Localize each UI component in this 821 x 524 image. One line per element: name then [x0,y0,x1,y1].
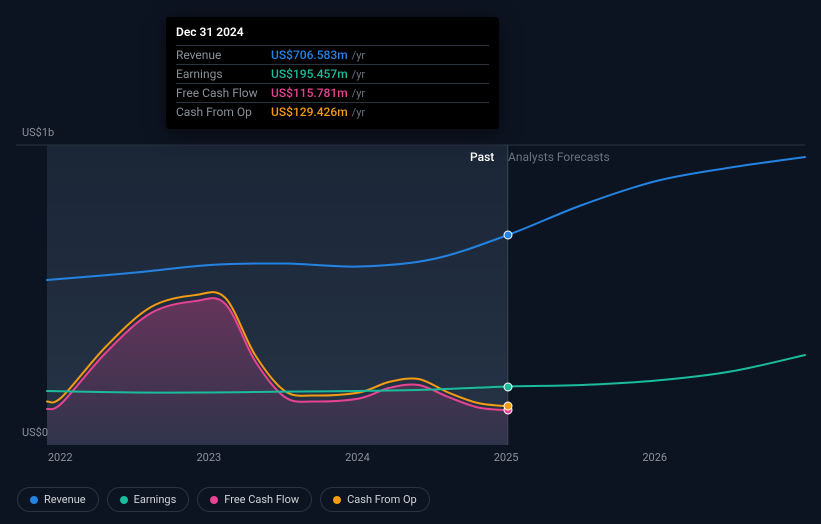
legend-label: Cash From Op [347,493,417,506]
legend: Revenue Earnings Free Cash Flow Cash From O… [17,487,430,512]
legend-fcf[interactable]: Free Cash Flow [197,487,312,512]
legend-label: Free Cash Flow [224,493,299,506]
tooltip-row-cash-from-op: Cash From OpUS$129.426m/yr [176,102,489,121]
marker-cfo [503,402,512,411]
legend-dot-icon [30,496,38,504]
marker-earnings [503,382,512,391]
x-tick-2024: 2024 [345,451,370,464]
x-tick-2026: 2026 [642,451,667,464]
x-tick-2023: 2023 [196,451,221,464]
legend-dot-icon [210,496,218,504]
legend-dot-icon [333,496,341,504]
legend-cfo[interactable]: Cash From Op [320,487,430,512]
past-label: Past [470,150,494,164]
marker-revenue [503,231,512,240]
x-tick-2025: 2025 [494,451,519,464]
y-axis-bottom: US$0 [22,426,48,439]
legend-label: Earnings [134,493,177,506]
forecast-label: Analysts Forecasts [508,150,610,164]
legend-earnings[interactable]: Earnings [107,487,190,512]
chart-tooltip: Dec 31 2024 RevenueUS$706.583m/yrEarning… [166,17,499,129]
tooltip-date: Dec 31 2024 [176,25,489,39]
tooltip-row-free-cash-flow: Free Cash FlowUS$115.781m/yr [176,83,489,102]
legend-label: Revenue [44,493,86,506]
legend-revenue[interactable]: Revenue [17,487,99,512]
y-axis-top: US$1b [22,126,54,139]
tooltip-row-earnings: EarningsUS$195.457m/yr [176,64,489,83]
tooltip-row-revenue: RevenueUS$706.583m/yr [176,45,489,64]
x-tick-2022: 2022 [48,451,73,464]
legend-dot-icon [120,496,128,504]
